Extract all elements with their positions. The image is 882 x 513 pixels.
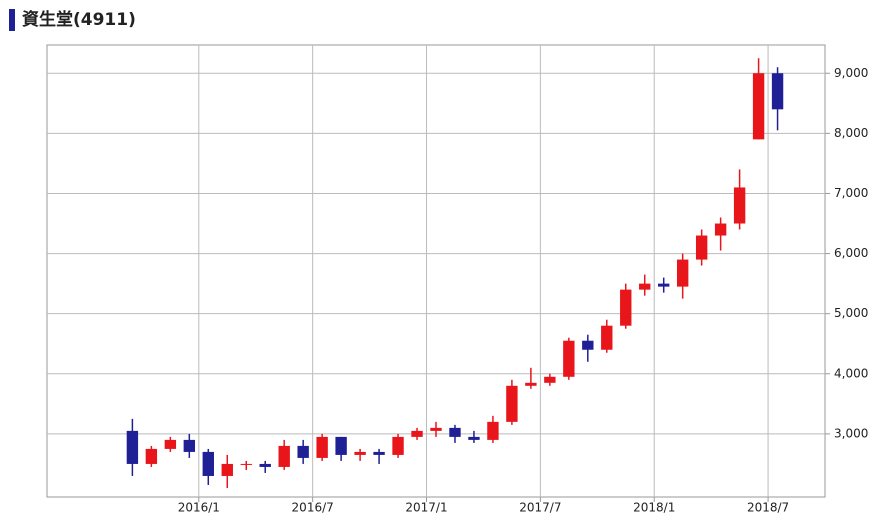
candle-body <box>563 340 575 377</box>
candle-body <box>183 439 196 452</box>
candle-body <box>771 73 784 110</box>
candle-body <box>582 340 594 350</box>
candle-body <box>695 235 708 260</box>
candle-body <box>240 463 252 465</box>
candle-body <box>164 439 177 449</box>
candle-body <box>658 283 670 287</box>
x-tick-label: 2017/1 <box>405 501 447 513</box>
candle-body <box>525 382 537 386</box>
candle-body <box>449 427 461 437</box>
candle-body <box>221 463 233 476</box>
candle-body <box>752 73 765 140</box>
candle-body <box>733 187 746 224</box>
candle-body <box>259 463 271 467</box>
candle-body <box>145 448 158 464</box>
candle-body <box>506 385 518 422</box>
candle-body <box>354 451 366 455</box>
x-tick-label: 2017/7 <box>519 501 561 513</box>
plot-frame <box>46 44 826 498</box>
candle-body <box>639 283 651 290</box>
candle-body <box>278 445 290 467</box>
candle-body <box>202 451 214 476</box>
candle-body <box>620 289 632 326</box>
x-tick-label: 2016/1 <box>178 501 220 513</box>
candle-body <box>430 427 442 431</box>
y-tick-label: 4,000 <box>834 366 868 380</box>
y-tick-label: 6,000 <box>834 246 868 260</box>
candle-body <box>601 325 613 350</box>
candle-body <box>126 430 139 464</box>
y-tick-label: 9,000 <box>834 66 868 80</box>
x-tick-label: 2016/7 <box>292 501 334 513</box>
candle-body <box>316 436 328 458</box>
candle-body <box>714 223 727 236</box>
candle-body <box>468 436 480 440</box>
x-tick-label: 2018/7 <box>747 501 789 513</box>
candle-body <box>544 376 556 383</box>
candle-body <box>676 259 689 287</box>
y-tick-label: 7,000 <box>834 186 868 200</box>
y-tick-label: 8,000 <box>834 126 868 140</box>
candle-body <box>335 436 347 455</box>
title-marker <box>9 9 15 31</box>
candle-body <box>297 445 309 458</box>
candle-body <box>373 451 385 455</box>
candle-body <box>411 430 423 437</box>
chart-title: 資生堂(4911) <box>22 9 136 30</box>
candle-body <box>487 421 499 440</box>
y-tick-label: 5,000 <box>834 306 868 320</box>
y-tick-label: 3,000 <box>834 426 868 440</box>
x-tick-label: 2018/1 <box>633 501 675 513</box>
candle-body <box>392 436 404 455</box>
